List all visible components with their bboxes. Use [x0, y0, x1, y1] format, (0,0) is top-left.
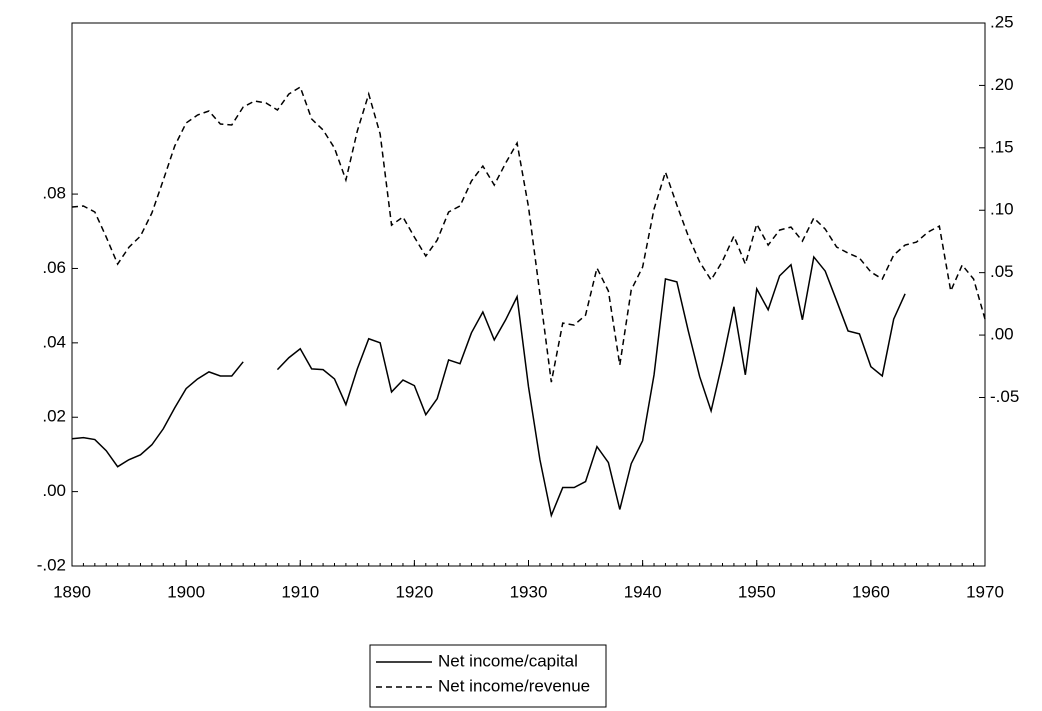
x-tick-label: 1920 [395, 582, 433, 601]
x-tick-label: 1940 [624, 582, 662, 601]
x-tick-label: 1910 [281, 582, 319, 601]
y-tick-label: .02 [42, 407, 66, 426]
legend-label: Net income/revenue [438, 676, 590, 695]
series-line [71, 255, 906, 518]
x-tick-label: 1950 [738, 582, 776, 601]
x-tick-label: 1930 [510, 582, 548, 601]
y2-tick-label: -.05 [990, 387, 1019, 406]
x-tick-label: 1960 [852, 582, 890, 601]
legend-label: Net income/capital [438, 651, 578, 670]
plot-frame [71, 22, 986, 567]
y-tick-label: .00 [42, 481, 66, 500]
y-tick-label: .08 [42, 184, 66, 203]
y-tick-label: -.02 [37, 555, 66, 574]
y-tick-label: .06 [42, 258, 66, 277]
x-tick-label: 1900 [167, 582, 205, 601]
y2-tick-label: .10 [990, 200, 1014, 219]
y-tick-label: .04 [42, 332, 66, 351]
legend-box [369, 644, 607, 708]
series-line [71, 85, 986, 383]
x-tick-label: 1970 [966, 582, 1004, 601]
x-tick-label: 1890 [53, 582, 91, 601]
y2-tick-label: .05 [990, 262, 1014, 281]
y2-tick-label: .00 [990, 325, 1014, 344]
y2-tick-label: .20 [990, 75, 1014, 94]
y2-tick-label: .25 [990, 12, 1014, 31]
y2-tick-label: .15 [990, 137, 1014, 156]
